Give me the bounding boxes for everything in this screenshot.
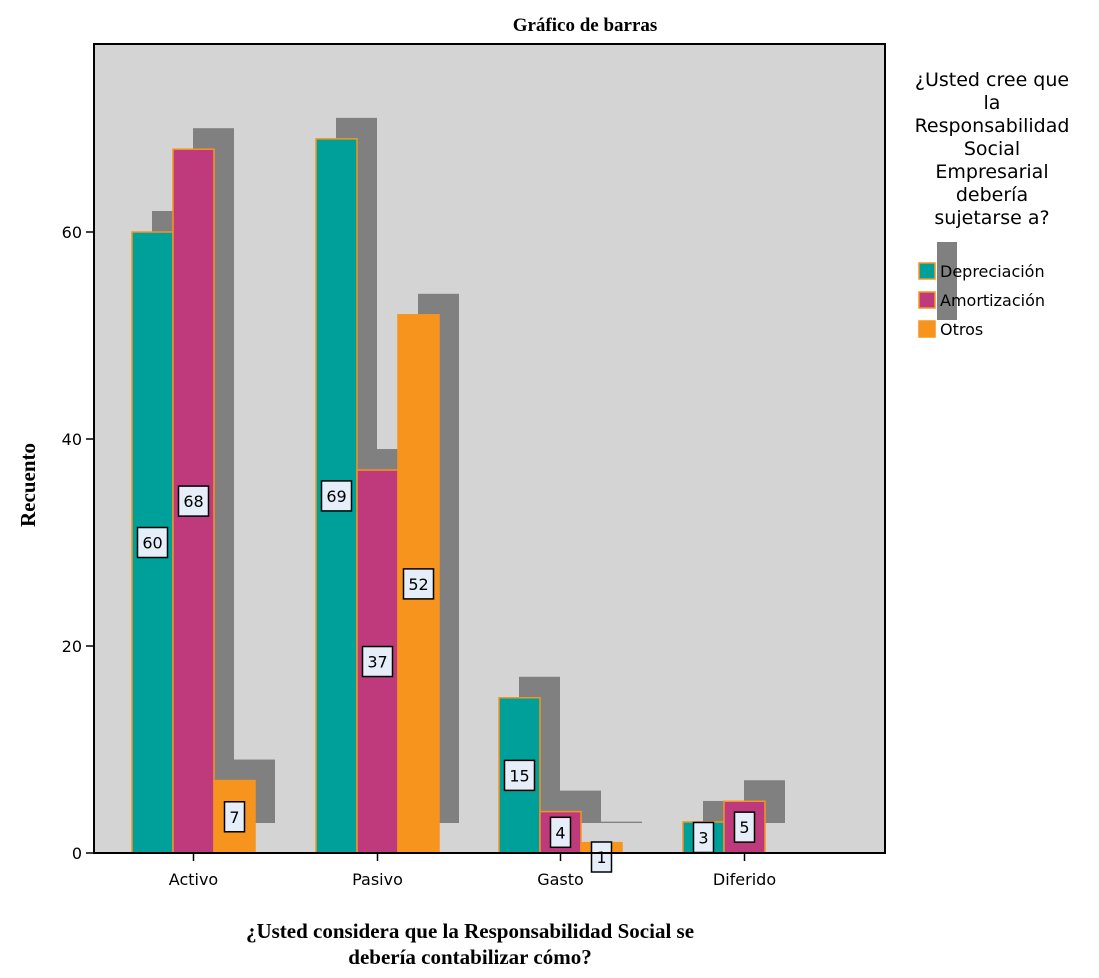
data-label-text: 60 [142,534,162,553]
y-tick-label: 60 [62,223,82,242]
data-label: 52 [402,568,435,600]
legend-title-line: ¿Usted cree que [915,69,1069,91]
legend-swatch [918,291,936,309]
data-label: 69 [320,480,353,512]
data-label: 15 [503,759,536,792]
data-labels-layer: 60 68 7 69 37 52 15 4 1 3 5 [136,480,756,873]
legend-title-line: sujetarse a? [934,207,1049,229]
data-label-text: 1 [596,848,606,867]
data-label: 7 [223,801,246,833]
axes-layer: 0 20 40 60 Activo Pasivo Gasto Diferido [62,44,885,889]
legend-title-line: Responsabilidad [915,115,1070,137]
data-label: 5 [733,811,756,843]
x-axis-title: ¿Usted considera que la Responsabilidad … [246,919,694,969]
data-label-text: 37 [367,653,387,672]
chart-title: Gráfico de barras [513,15,658,36]
y-axis-title: Recuento [16,443,40,527]
legend-title-line: Empresarial [935,161,1048,183]
legend-label: Depreciación [940,262,1045,281]
legend: ¿Usted cree que la Responsabilidad Social Em… [915,69,1070,339]
data-label: 4 [549,816,572,849]
legend-swatch [918,262,936,280]
y-tick-label: 40 [62,430,82,449]
legend-title-line: debería [956,184,1028,206]
legend-label: Amortización [940,291,1045,310]
y-tick-label: 20 [62,637,82,656]
x-axis-title-line: ¿Usted considera que la Responsabilidad … [246,919,694,943]
data-label: 37 [361,645,394,678]
data-label-text: 5 [739,818,749,837]
x-tick-label: Diferido [713,870,776,889]
x-tick-label: Pasivo [352,870,403,889]
data-label: 60 [136,526,169,559]
legend-shadow [937,242,957,320]
data-label: 1 [590,841,613,873]
data-label-text: 4 [555,823,565,842]
legend-label: Otros [940,320,983,339]
bar-shadow [601,821,642,823]
data-label-text: 69 [326,487,346,506]
data-label-text: 15 [509,766,529,785]
x-tick-label: Activo [169,870,218,889]
data-label-text: 68 [183,492,203,511]
data-label: 68 [177,485,210,517]
x-axis-title-line: debería contabilizar cómo? [348,945,591,969]
legend-title: ¿Usted cree que la Responsabilidad Social Em… [915,69,1070,229]
legend-title-line: la [984,92,1001,114]
data-label-text: 52 [408,575,428,594]
y-tick-label: 0 [72,844,82,863]
data-label-text: 3 [698,828,708,847]
legend-title-line: Social [964,138,1020,160]
legend-swatch [918,320,936,338]
data-label: 3 [692,821,715,854]
x-tick-label: Gasto [537,870,584,889]
data-label-text: 7 [229,808,239,827]
